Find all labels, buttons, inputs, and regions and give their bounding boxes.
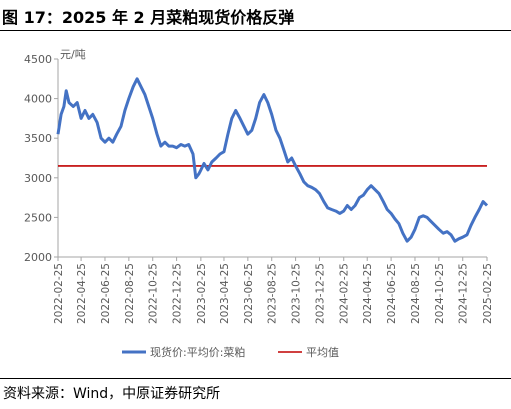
x-tick-label: 2024-08-25 <box>410 263 422 324</box>
x-tick-label: 2023-06-25 <box>243 263 255 324</box>
series-layer <box>56 77 489 243</box>
x-tick-label: 2023-10-25 <box>291 263 303 324</box>
x-tick-label: 2024-04-25 <box>362 263 374 324</box>
x-tick-label: 2024-12-25 <box>458 263 470 324</box>
x-tick-label: 2022-10-25 <box>148 263 160 324</box>
x-tick-label: 2024-06-25 <box>386 263 398 324</box>
x-axis: 2022-02-25 2022-04-25 2022-06-25 2022-08-25… <box>53 256 494 324</box>
legend: 现货价:平均价:菜粕 平均值 <box>122 345 339 359</box>
y-tick-label: 2500 <box>24 211 52 224</box>
x-tick-label: 2024-10-25 <box>434 263 446 324</box>
x-tick-label: 2023-08-25 <box>267 263 279 324</box>
x-tick-label: 2023-12-25 <box>314 263 326 324</box>
y-tick-label: 2000 <box>24 251 52 264</box>
y-tick-label: 3000 <box>24 172 52 185</box>
y-tick-label: 3500 <box>24 132 52 145</box>
x-tick-label: 2023-04-25 <box>219 263 231 324</box>
x-tick-label: 2024-02-25 <box>339 263 351 324</box>
x-tick-label: 2022-02-25 <box>53 263 65 324</box>
x-tick-label: 2022-06-25 <box>100 263 112 324</box>
y-tick-label: 4000 <box>24 93 52 106</box>
footer-divider <box>0 378 511 379</box>
title-divider <box>0 30 511 31</box>
x-tick-label: 2022-12-25 <box>172 263 184 324</box>
x-tick-label: 2025-02-25 <box>482 263 494 324</box>
y-axis: 2000 2500 3000 3500 4000 4500 <box>24 53 59 264</box>
price-series-line <box>56 77 489 243</box>
legend-label-average: 平均值 <box>306 346 339 359</box>
figure-title: 图 17：2025 年 2 月菜粕现货价格反弹 <box>2 8 295 27</box>
x-tick-label: 2022-04-25 <box>76 263 88 324</box>
y-tick-label: 4500 <box>24 53 52 66</box>
source-note: 资料来源：Wind，中原证券研究所 <box>3 386 221 402</box>
x-tick-label: 2022-08-25 <box>124 263 136 324</box>
legend-label-price: 现货价:平均价:菜粕 <box>150 345 245 359</box>
x-tick-label: 2023-02-25 <box>196 263 208 324</box>
y-unit-label: 元/吨 <box>60 48 86 61</box>
